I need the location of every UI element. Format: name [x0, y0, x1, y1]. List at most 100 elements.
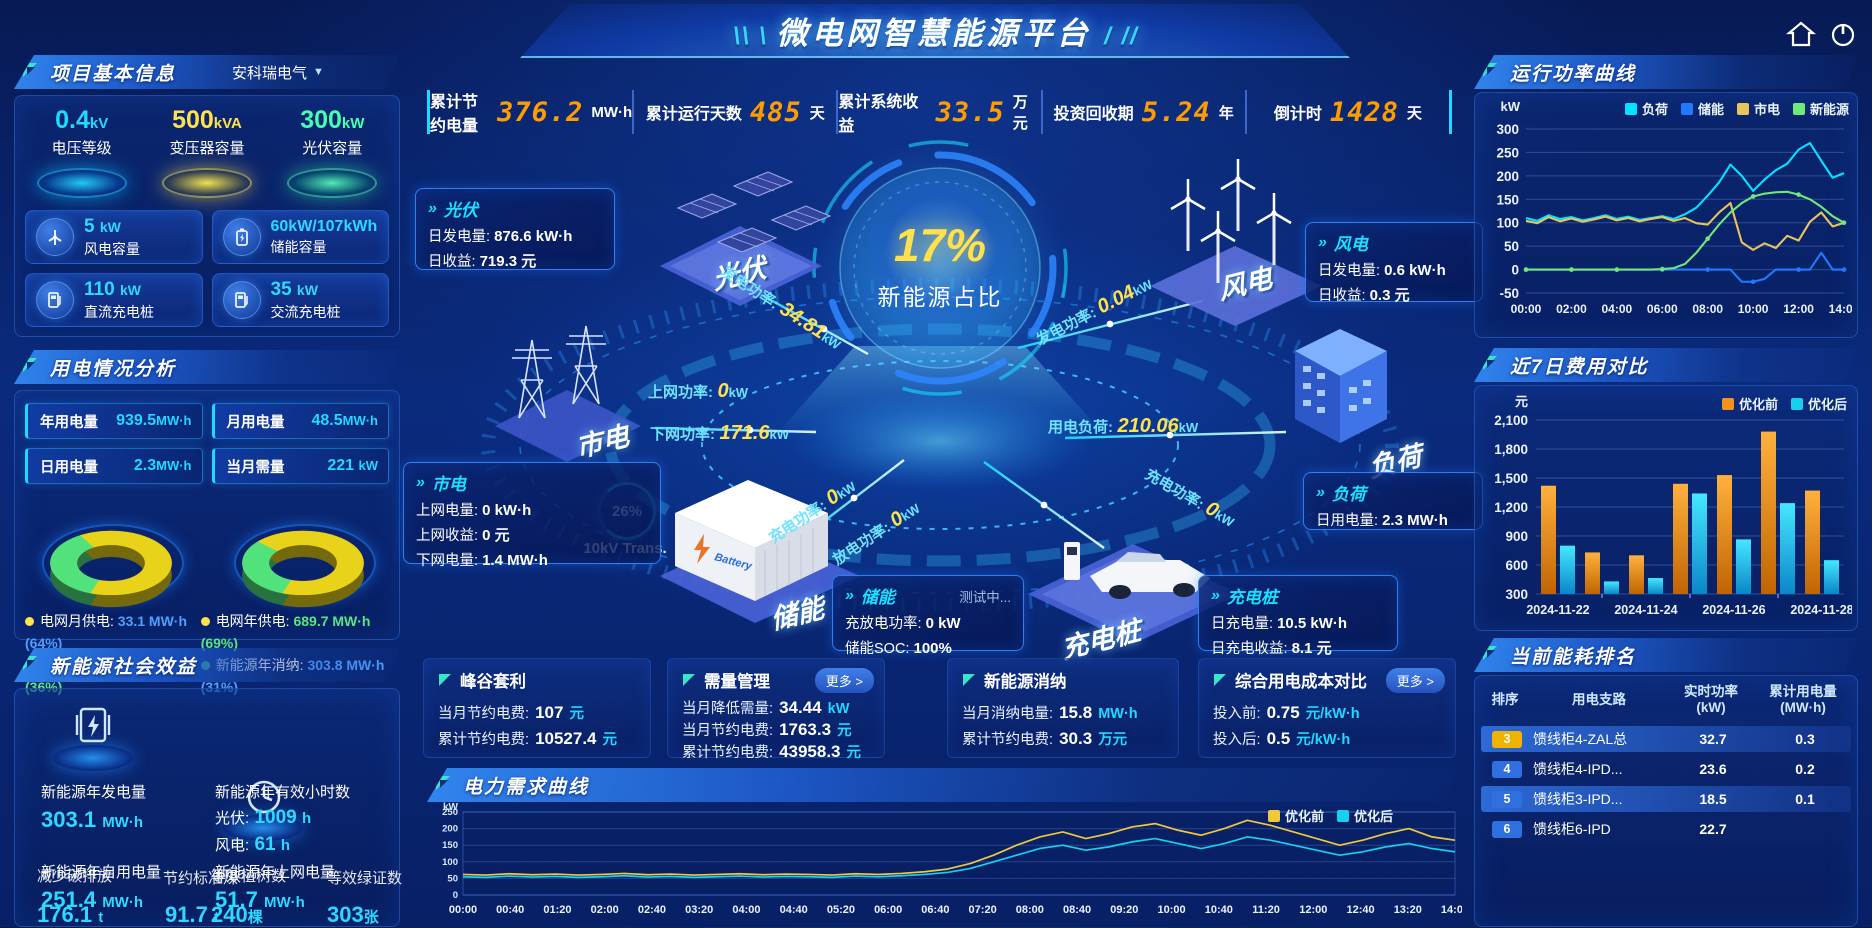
cost-compare-chart: 300 600 900 1,200 1,500 1,800 2,100 元 2024-11-22…	[1494, 394, 1852, 617]
svg-text:2024-11-28: 2024-11-28	[1790, 603, 1852, 617]
svg-text:12:00: 12:00	[1783, 302, 1814, 316]
feed-in-label: 新能源年上网电量	[215, 864, 336, 881]
chevrons-right-icon: »	[1316, 483, 1325, 501]
table-row[interactable]: 4 馈线柜4-IPD... 23.6 0.2	[1481, 756, 1851, 782]
svg-text:2024-11-26: 2024-11-26	[1702, 603, 1765, 617]
year-supply-donut	[228, 498, 378, 608]
more-button[interactable]: 更多 >	[1385, 668, 1445, 693]
trees-label: 等效植树数	[211, 868, 287, 885]
company-dropdown[interactable]: 安科瑞电气 ▼	[232, 62, 324, 83]
svg-text:07:20: 07:20	[969, 904, 997, 916]
table-row[interactable]: 6 馈线柜6-IPD 22.7	[1481, 816, 1851, 842]
svg-text:10:00: 10:00	[1158, 904, 1186, 916]
wind-hours: 风电: 61 h	[215, 834, 291, 855]
month-supply-donut	[36, 498, 186, 608]
branch-name: 馈线柜3-IPD...	[1533, 791, 1623, 807]
svg-text:300: 300	[1505, 587, 1528, 602]
load-node-graphic	[1295, 329, 1387, 443]
svg-text:250: 250	[442, 807, 458, 818]
storage-node-graphic: Battery	[660, 480, 860, 623]
panel-project-info: 0.4kV 电压等级 500kVA 变压器容量 300kW 光伏容量 5 kW …	[14, 95, 400, 337]
svg-text:300: 300	[1496, 122, 1519, 137]
col-branch: 用电支路	[1572, 692, 1626, 707]
panel-header-energy-ranking: 当前能耗排名	[1474, 638, 1858, 672]
panel-title: 近7日费用对比	[1510, 356, 1649, 378]
chevrons-right-icon: »	[845, 586, 854, 604]
wind-node-graphic	[1150, 157, 1322, 326]
power-value: 18.5	[1699, 791, 1727, 807]
pv-node-graphic	[660, 171, 831, 306]
kpi-unit: 万元	[1012, 94, 1028, 132]
more-button[interactable]: 更多 >	[814, 668, 874, 693]
card-label: 储能容量	[270, 238, 327, 255]
kpi-label: 累计运行天数	[645, 106, 742, 123]
svg-text:03:20: 03:20	[685, 904, 713, 916]
kpi-stats-bar: 累计节约电量 376.2 MW·h 累计运行天数 485 天 累计系统收益 33…	[427, 90, 1453, 135]
supply-donuts	[15, 498, 399, 608]
generation-pedestal	[45, 701, 141, 771]
svg-text:元: 元	[1515, 394, 1528, 409]
donut-3d-top	[50, 530, 172, 596]
svg-text:08:40: 08:40	[1063, 904, 1091, 916]
svg-text:04:00: 04:00	[1602, 302, 1633, 316]
metric-pv-capacity: 300kW 光伏容量	[273, 106, 391, 198]
card-corner-icon	[1214, 674, 1226, 686]
svg-text:1,200: 1,200	[1494, 500, 1528, 515]
svg-text:150: 150	[1496, 192, 1519, 207]
svg-text:kW: kW	[443, 802, 459, 813]
card-ac-charger: 35 kW 交流充电桩	[211, 273, 389, 327]
svg-text:14:00: 14:00	[1829, 302, 1852, 316]
svg-text:kW: kW	[1501, 99, 1521, 114]
legend-item: 负荷	[1624, 99, 1668, 118]
svg-text:02:00: 02:00	[591, 904, 619, 916]
kpi-value: 5.24	[1141, 96, 1211, 128]
glow-pedestal	[36, 168, 127, 198]
feed-in-value: 51.7 MW·h	[215, 887, 305, 912]
svg-text:2024-11-22: 2024-11-22	[1526, 603, 1589, 617]
grid-info-box: » 市电 上网电量: 0 kW·h 上网收益: 0 元 下网电量: 1.4 MW·…	[403, 462, 661, 569]
card-new-energy-consumption: 新能源消纳 当月消纳电量: 15.8 MW·h 累计节约电费: 30.3 万元	[947, 658, 1179, 758]
panel-title: 当前能耗排名	[1510, 646, 1637, 668]
panel-header-demand-curve: 电力需求曲线	[427, 768, 1459, 802]
title-left-decor: \\ \	[733, 23, 777, 50]
metric-unit: kVA	[213, 115, 242, 132]
card-demand-management: 需量管理 更多 > 当月降低需量: 34.44 kW 当月节约电费: 1763.…	[667, 658, 885, 761]
kpi-countdown: 倒计时 1428 天	[1247, 90, 1453, 134]
svg-text:04:40: 04:40	[780, 904, 808, 916]
svg-text:600: 600	[1505, 558, 1528, 573]
table-row[interactable]: 5 馈线柜3-IPD... 18.5 0.1	[1481, 786, 1851, 812]
rank-badge: 4	[1492, 761, 1522, 778]
kpi-label: 倒计时	[1273, 106, 1322, 123]
card-dc-charger: 110 kW 直流充电桩	[25, 273, 203, 327]
panel-header-project-info: 项目基本信息 安科瑞电气 ▼	[14, 55, 400, 89]
home-icon[interactable]	[1786, 20, 1816, 48]
svg-text:1,800: 1,800	[1494, 442, 1528, 457]
svg-text:200: 200	[1496, 169, 1519, 184]
self-use-value: 251.4 MW·h	[41, 887, 143, 912]
ratio-value: 17%	[893, 219, 987, 271]
svg-text:50: 50	[447, 873, 458, 884]
svg-text:06:00: 06:00	[874, 904, 902, 916]
panel-energy-ranking: 排序 用电支路 实时功率 (kW) 累计用电量 (MW·h) 3 馈线柜4-ZAL总…	[1474, 675, 1858, 927]
svg-text:11:20: 11:20	[1252, 904, 1280, 916]
rank-badge: 5	[1492, 791, 1522, 808]
kpi-label: 累计节约电量	[430, 94, 479, 135]
panel-header-power-analysis: 用电情况分析	[14, 350, 400, 384]
svg-text:02:40: 02:40	[638, 904, 666, 916]
svg-text:00:40: 00:40	[496, 904, 524, 916]
power-icon[interactable]	[1828, 20, 1858, 48]
new-energy-ratio: 17% 新能源占比	[855, 218, 1025, 312]
svg-text:2024-11-24: 2024-11-24	[1614, 603, 1677, 617]
battery-icon	[222, 218, 261, 256]
branch-name: 馈线柜4-IPD...	[1533, 761, 1623, 777]
legend-item: 新能源	[1792, 99, 1849, 118]
svg-text:12:40: 12:40	[1346, 904, 1374, 916]
rank-badge: 3	[1492, 731, 1522, 748]
svg-text:1,500: 1,500	[1494, 471, 1528, 486]
table-row[interactable]: 3 馈线柜4-ZAL总 32.7 0.3	[1481, 726, 1851, 752]
col-rank: 排序	[1491, 692, 1519, 707]
svg-text:06:40: 06:40	[921, 904, 949, 916]
ranking-table-header: 排序 用电支路 实时功率 (kW) 累计用电量 (MW·h)	[1475, 676, 1857, 722]
panel-corner-icon	[1481, 354, 1499, 372]
